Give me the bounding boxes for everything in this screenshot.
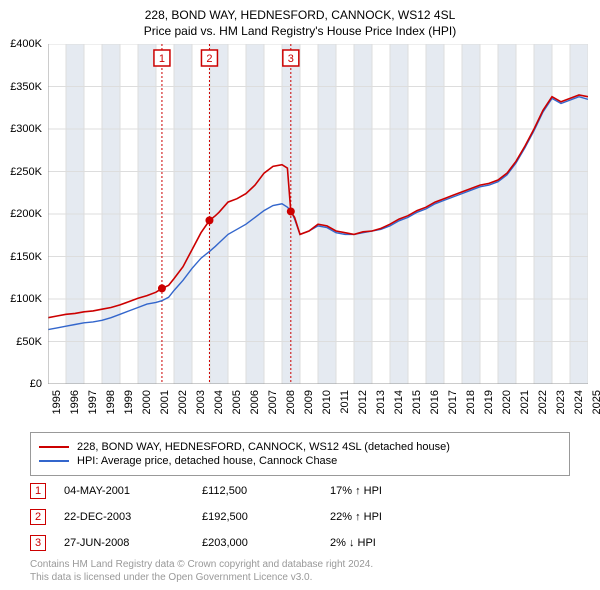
x-tick-label: 2017	[447, 390, 459, 414]
x-axis-labels: 1995 1996 1997 1998 1999 2000 2001 2002 2003 2004…	[48, 386, 588, 436]
chart-container: 228, BOND WAY, HEDNESFORD, CANNOCK, WS12…	[0, 0, 600, 590]
x-tick-label: 1995	[51, 390, 63, 414]
y-tick-label: £100K	[10, 293, 42, 305]
x-tick-label: 2019	[483, 390, 495, 414]
footer-line-1: Contains HM Land Registry data © Crown c…	[30, 558, 570, 571]
sale-number-box: 2	[30, 509, 46, 525]
sale-date: 27-JUN-2008	[64, 537, 184, 549]
x-tick-label: 2001	[159, 390, 171, 414]
sales-table: 1 04-MAY-2001 £112,500 17% ↑ HPI 2 22-DEC-200…	[30, 478, 570, 556]
x-tick-label: 2008	[285, 390, 297, 414]
x-tick-label: 2009	[303, 390, 315, 414]
sale-price: £112,500	[202, 485, 312, 497]
sale-number-box: 3	[30, 535, 46, 551]
sale-hpi-delta: 17% ↑ HPI	[330, 485, 450, 497]
chart-subtitle: Price paid vs. HM Land Registry's House …	[0, 22, 600, 38]
x-tick-label: 2014	[393, 390, 405, 414]
x-tick-label: 2025	[591, 390, 600, 414]
sale-row: 3 27-JUN-2008 £203,000 2% ↓ HPI	[30, 530, 570, 556]
marker-box-label: 1	[159, 53, 165, 65]
x-tick-label: 2024	[573, 390, 585, 414]
x-tick-label: 1996	[69, 390, 81, 414]
sale-date: 04-MAY-2001	[64, 485, 184, 497]
x-tick-label: 2006	[249, 390, 261, 414]
x-tick-label: 2012	[357, 390, 369, 414]
sale-row: 2 22-DEC-2003 £192,500 22% ↑ HPI	[30, 504, 570, 530]
y-tick-label: £400K	[10, 38, 42, 50]
legend: 228, BOND WAY, HEDNESFORD, CANNOCK, WS12…	[30, 432, 570, 476]
y-tick-label: £200K	[10, 208, 42, 220]
x-tick-label: 2010	[321, 390, 333, 414]
sale-hpi-delta: 2% ↓ HPI	[330, 537, 450, 549]
x-tick-label: 2000	[141, 390, 153, 414]
x-tick-label: 2020	[501, 390, 513, 414]
legend-row: HPI: Average price, detached house, Cann…	[39, 455, 561, 467]
sale-date: 22-DEC-2003	[64, 511, 184, 523]
marker-box-label: 2	[206, 53, 212, 65]
footer-attribution: Contains HM Land Registry data © Crown c…	[30, 558, 570, 584]
y-tick-label: £150K	[10, 251, 42, 263]
y-tick-label: £300K	[10, 123, 42, 135]
sale-price: £192,500	[202, 511, 312, 523]
y-tick-label: £50K	[16, 336, 42, 348]
x-tick-label: 2004	[213, 390, 225, 414]
x-tick-label: 2018	[465, 390, 477, 414]
x-tick-label: 1999	[123, 390, 135, 414]
y-tick-label: £250K	[10, 166, 42, 178]
x-tick-label: 2003	[195, 390, 207, 414]
y-axis-labels: £0£50K£100K£150K£200K£250K£300K£350K£400…	[0, 44, 46, 384]
legend-label: 228, BOND WAY, HEDNESFORD, CANNOCK, WS12…	[77, 441, 450, 453]
sale-number-box: 1	[30, 483, 46, 499]
chart-svg: 1 2 3	[48, 44, 588, 384]
x-tick-label: 2007	[267, 390, 279, 414]
footer-line-2: This data is licensed under the Open Gov…	[30, 571, 570, 584]
marker-box-label: 3	[288, 53, 294, 65]
x-tick-label: 1998	[105, 390, 117, 414]
chart-title: 228, BOND WAY, HEDNESFORD, CANNOCK, WS12…	[0, 0, 600, 22]
sale-row: 1 04-MAY-2001 £112,500 17% ↑ HPI	[30, 478, 570, 504]
sale-hpi-delta: 22% ↑ HPI	[330, 511, 450, 523]
legend-swatch	[39, 446, 69, 448]
legend-swatch	[39, 460, 69, 462]
legend-row: 228, BOND WAY, HEDNESFORD, CANNOCK, WS12…	[39, 441, 561, 453]
y-tick-label: £350K	[10, 81, 42, 93]
x-tick-label: 2022	[537, 390, 549, 414]
x-tick-label: 2011	[339, 390, 351, 414]
legend-label: HPI: Average price, detached house, Cann…	[77, 455, 337, 467]
x-tick-label: 2013	[375, 390, 387, 414]
x-tick-label: 2023	[555, 390, 567, 414]
sale-marker-3	[287, 207, 295, 215]
sale-marker-2	[205, 216, 213, 224]
x-tick-label: 2005	[231, 390, 243, 414]
x-tick-label: 2015	[411, 390, 423, 414]
sale-price: £203,000	[202, 537, 312, 549]
x-tick-label: 2002	[177, 390, 189, 414]
x-tick-label: 2021	[519, 390, 531, 414]
sale-marker-1	[158, 284, 166, 292]
x-tick-label: 2016	[429, 390, 441, 414]
y-tick-label: £0	[30, 378, 42, 390]
x-tick-label: 1997	[87, 390, 99, 414]
